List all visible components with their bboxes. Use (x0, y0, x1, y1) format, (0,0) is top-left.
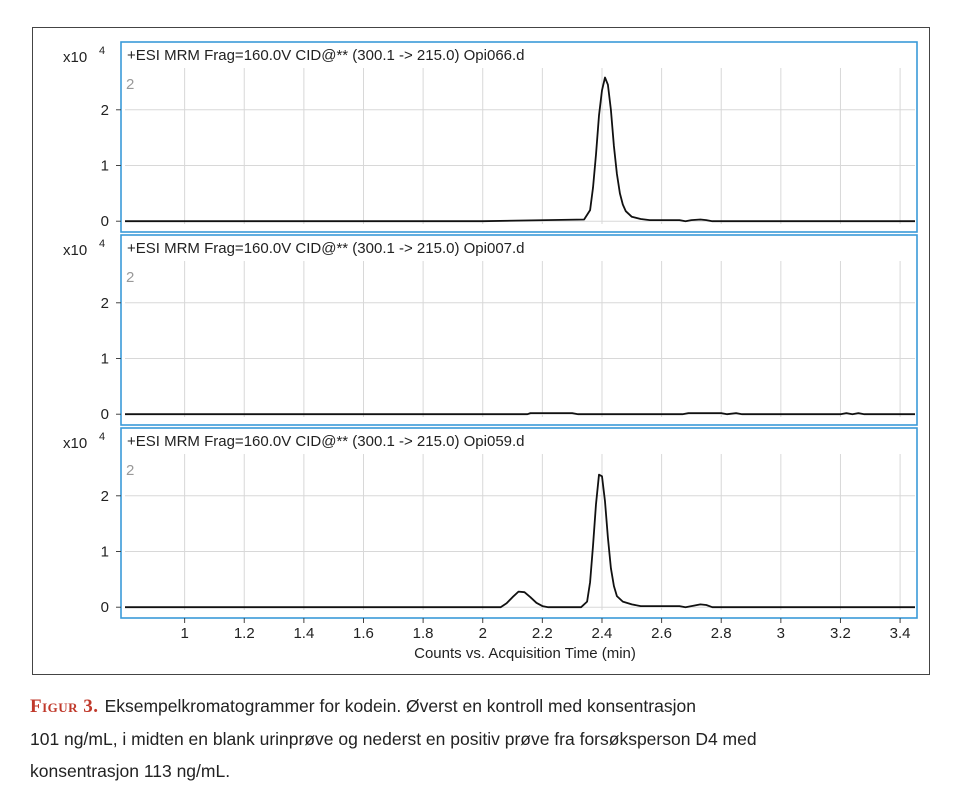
caption-text-1: Eksempelkromatogrammer for kodein. Øvers… (104, 696, 696, 716)
panel-index-label: 2 (126, 76, 134, 93)
x-tick-label: 1.6 (353, 625, 374, 642)
y-multiplier-exponent: 4 (99, 45, 105, 57)
x-tick-label: 3 (777, 625, 785, 642)
y-tick-label: 1 (101, 351, 109, 368)
chromatogram-trace (125, 76, 915, 223)
y-tick-label: 0 (101, 599, 109, 616)
y-tick-label: 2 (101, 102, 109, 119)
panel-border (120, 41, 918, 233)
panel-title: +ESI MRM Frag=160.0V CID@** (300.1 -> 21… (127, 240, 525, 257)
x-tick-label: 2 (479, 625, 487, 642)
x-tick-label: 1.2 (234, 625, 255, 642)
panel-index-label: 2 (126, 269, 134, 286)
y-tick-label: 0 (101, 406, 109, 423)
chromatogram-chart: +ESI MRM Frag=160.0V CID@** (300.1 -> 21… (63, 41, 918, 662)
y-tick-label: 1 (101, 544, 109, 561)
chromatogram-figure: +ESI MRM Frag=160.0V CID@** (300.1 -> 21… (32, 27, 930, 675)
x-tick-label: 2.4 (592, 625, 613, 642)
panel-border (120, 234, 918, 426)
caption-line-2: 101 ng/mL, i midten en blank urinprøve o… (30, 729, 757, 749)
chromatogram-trace (125, 473, 915, 609)
y-multiplier-label: x10 (63, 242, 87, 259)
y-tick-label: 1 (101, 158, 109, 175)
figure-caption: Figur 3. Eksempelkromatogrammer for kodei… (30, 690, 940, 787)
y-tick-label: 0 (101, 213, 109, 230)
panel-title: +ESI MRM Frag=160.0V CID@** (300.1 -> 21… (127, 433, 525, 450)
y-tick-label: 2 (101, 295, 109, 312)
y-multiplier-label: x10 (63, 435, 87, 452)
caption-line-1: Figur 3. Eksempelkromatogrammer for kodei… (30, 690, 940, 723)
y-multiplier-label: x10 (63, 49, 87, 66)
caption-figure-label: Figur 3. (30, 696, 99, 717)
chromatogram-trace (125, 412, 915, 416)
caption-line-3: konsentrasjon 113 ng/mL. (30, 761, 231, 781)
panel-index-label: 2 (126, 462, 134, 479)
panel-border (120, 427, 918, 619)
y-multiplier-exponent: 4 (99, 238, 105, 250)
x-tick-label: 1.4 (293, 625, 314, 642)
x-tick-label: 2.6 (651, 625, 672, 642)
x-tick-label: 3.2 (830, 625, 851, 642)
y-multiplier-exponent: 4 (99, 431, 105, 443)
y-tick-label: 2 (101, 488, 109, 505)
x-tick-label: 1 (180, 625, 188, 642)
x-tick-label: 1.8 (413, 625, 434, 642)
panel-title: +ESI MRM Frag=160.0V CID@** (300.1 -> 21… (127, 47, 525, 64)
x-tick-label: 2.8 (711, 625, 732, 642)
x-tick-label: 3.4 (890, 625, 911, 642)
x-axis-label: Counts vs. Acquisition Time (min) (414, 645, 636, 662)
x-tick-label: 2.2 (532, 625, 553, 642)
